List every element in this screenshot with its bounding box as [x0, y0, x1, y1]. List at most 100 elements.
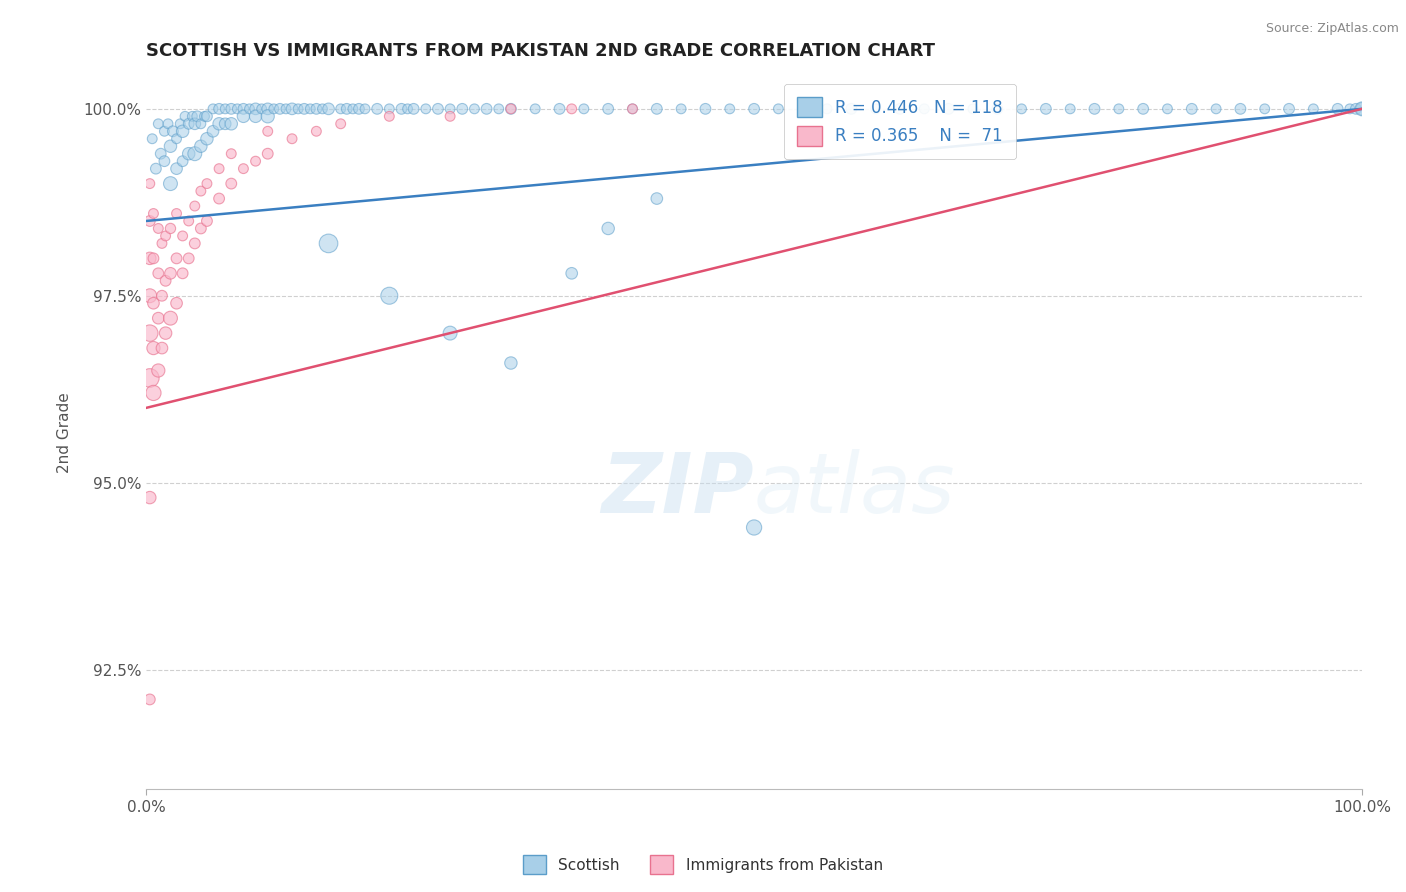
Point [169, 117, 191, 131]
Point [645, 192, 668, 206]
Point [142, 206, 165, 220]
Point [792, 102, 814, 116]
Point [155, 229, 177, 244]
Point [1181, 102, 1204, 116]
Point [219, 146, 242, 161]
Point [174, 109, 197, 123]
Point [318, 236, 340, 251]
Point [166, 132, 188, 146]
Point [195, 214, 218, 228]
Point [815, 102, 838, 116]
Point [488, 102, 510, 116]
Point [148, 117, 170, 131]
Point [1035, 102, 1057, 116]
Point [177, 252, 200, 266]
Point [139, 214, 162, 228]
Point [245, 109, 267, 123]
Point [342, 102, 364, 116]
Point [148, 266, 170, 280]
Point [768, 102, 790, 116]
Point [139, 692, 162, 706]
Point [139, 326, 162, 340]
Text: Source: ZipAtlas.com: Source: ZipAtlas.com [1265, 22, 1399, 36]
Point [378, 289, 401, 303]
Point [572, 102, 595, 116]
Point [366, 102, 388, 116]
Point [166, 296, 188, 310]
Point [153, 124, 176, 138]
Point [645, 102, 668, 116]
Point [1326, 102, 1348, 116]
Point [305, 124, 328, 138]
Point [742, 102, 765, 116]
Point [245, 102, 267, 116]
Point [1344, 102, 1367, 116]
Point [139, 289, 162, 303]
Point [181, 109, 204, 123]
Point [329, 102, 352, 116]
Point [155, 326, 177, 340]
Point [402, 102, 425, 116]
Point [184, 117, 207, 131]
Point [232, 102, 254, 116]
Point [190, 117, 212, 131]
Point [281, 132, 304, 146]
Point [184, 146, 207, 161]
Point [281, 102, 304, 116]
Point [148, 221, 170, 235]
Point [463, 102, 485, 116]
Point [426, 102, 449, 116]
Point [1083, 102, 1105, 116]
Point [354, 102, 377, 116]
Point [208, 102, 231, 116]
Point [166, 252, 188, 266]
Point [142, 385, 165, 400]
Legend: R = 0.446   N = 118, R = 0.365    N =  71: R = 0.446 N = 118, R = 0.365 N = 71 [783, 84, 1017, 159]
Point [159, 266, 181, 280]
Point [499, 102, 522, 116]
Point [172, 266, 194, 280]
Point [139, 177, 162, 191]
Point [299, 102, 322, 116]
Point [186, 109, 208, 123]
Point [190, 139, 212, 153]
Point [153, 154, 176, 169]
Point [184, 236, 207, 251]
Point [305, 102, 328, 116]
Point [499, 102, 522, 116]
Point [157, 117, 180, 131]
Point [1011, 102, 1033, 116]
Point [841, 102, 863, 116]
Point [274, 102, 297, 116]
Point [598, 102, 620, 116]
Point [172, 124, 194, 138]
Point [256, 102, 278, 116]
Point [195, 109, 218, 123]
Point [219, 117, 242, 131]
Point [155, 274, 177, 288]
Point [190, 184, 212, 198]
Point [172, 154, 194, 169]
Point [439, 102, 461, 116]
Point [148, 311, 170, 326]
Point [166, 161, 188, 176]
Point [150, 289, 173, 303]
Point [1132, 102, 1154, 116]
Point [208, 192, 231, 206]
Point [232, 161, 254, 176]
Point [159, 221, 181, 235]
Point [142, 296, 165, 310]
Point [621, 102, 644, 116]
Point [1339, 102, 1361, 116]
Point [219, 177, 242, 191]
Point [1351, 102, 1374, 116]
Y-axis label: 2nd Grade: 2nd Grade [58, 392, 72, 473]
Point [238, 102, 260, 116]
Point [250, 102, 273, 116]
Point [1302, 102, 1324, 116]
Point [195, 132, 218, 146]
Point [311, 102, 333, 116]
Point [142, 341, 165, 355]
Point [1229, 102, 1251, 116]
Point [1108, 102, 1130, 116]
